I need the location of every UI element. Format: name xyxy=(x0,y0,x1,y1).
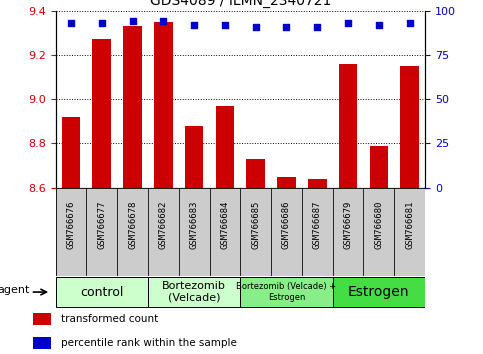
Point xyxy=(98,20,106,26)
Text: GSM766676: GSM766676 xyxy=(67,201,75,249)
Bar xyxy=(117,188,148,276)
Bar xyxy=(308,179,327,188)
Text: GSM766686: GSM766686 xyxy=(282,201,291,249)
Bar xyxy=(179,188,210,276)
Bar xyxy=(92,39,111,188)
Bar xyxy=(240,277,333,307)
Text: GSM766687: GSM766687 xyxy=(313,201,322,249)
Bar xyxy=(394,188,425,276)
Text: transformed count: transformed count xyxy=(61,314,158,324)
Point xyxy=(221,22,229,28)
Bar xyxy=(302,188,333,276)
Text: GSM766682: GSM766682 xyxy=(159,201,168,249)
Point xyxy=(252,24,259,29)
Text: GSM766684: GSM766684 xyxy=(220,201,229,249)
Text: percentile rank within the sample: percentile rank within the sample xyxy=(61,338,237,348)
Bar xyxy=(185,126,203,188)
Bar xyxy=(369,145,388,188)
Text: GSM766678: GSM766678 xyxy=(128,201,137,249)
Point xyxy=(344,20,352,26)
Bar xyxy=(215,106,234,188)
Text: GSM766681: GSM766681 xyxy=(405,201,414,249)
Text: GSM766679: GSM766679 xyxy=(343,201,353,249)
Bar xyxy=(333,277,425,307)
Point xyxy=(313,24,321,29)
Text: agent: agent xyxy=(0,285,30,296)
Text: Bortezomib
(Velcade): Bortezomib (Velcade) xyxy=(162,281,226,303)
Text: control: control xyxy=(80,286,124,298)
Bar xyxy=(364,188,394,276)
Text: Estrogen: Estrogen xyxy=(348,285,410,299)
Bar xyxy=(277,177,296,188)
Point xyxy=(406,20,413,26)
Text: GSM766683: GSM766683 xyxy=(190,201,199,249)
Title: GDS4089 / ILMN_2340721: GDS4089 / ILMN_2340721 xyxy=(150,0,331,8)
Bar xyxy=(339,64,357,188)
Point xyxy=(283,24,290,29)
Bar xyxy=(240,188,271,276)
Bar xyxy=(400,66,419,188)
Bar xyxy=(271,188,302,276)
Text: GSM766677: GSM766677 xyxy=(97,201,106,249)
Point xyxy=(159,18,167,24)
Bar xyxy=(148,188,179,276)
Bar xyxy=(62,117,80,188)
Bar xyxy=(33,337,51,349)
Bar xyxy=(86,188,117,276)
Point xyxy=(375,22,383,28)
Bar xyxy=(154,22,172,188)
Bar xyxy=(123,26,142,188)
Bar xyxy=(33,313,51,325)
Bar xyxy=(148,277,241,307)
Point xyxy=(190,22,198,28)
Text: Bortezomib (Velcade) +
Estrogen: Bortezomib (Velcade) + Estrogen xyxy=(236,282,337,302)
Point xyxy=(128,18,136,24)
Bar xyxy=(246,159,265,188)
Text: GSM766680: GSM766680 xyxy=(374,201,384,249)
Text: GSM766685: GSM766685 xyxy=(251,201,260,249)
Point xyxy=(67,20,75,26)
Bar xyxy=(56,277,148,307)
Bar xyxy=(56,188,86,276)
Bar xyxy=(210,188,240,276)
Bar xyxy=(333,188,364,276)
